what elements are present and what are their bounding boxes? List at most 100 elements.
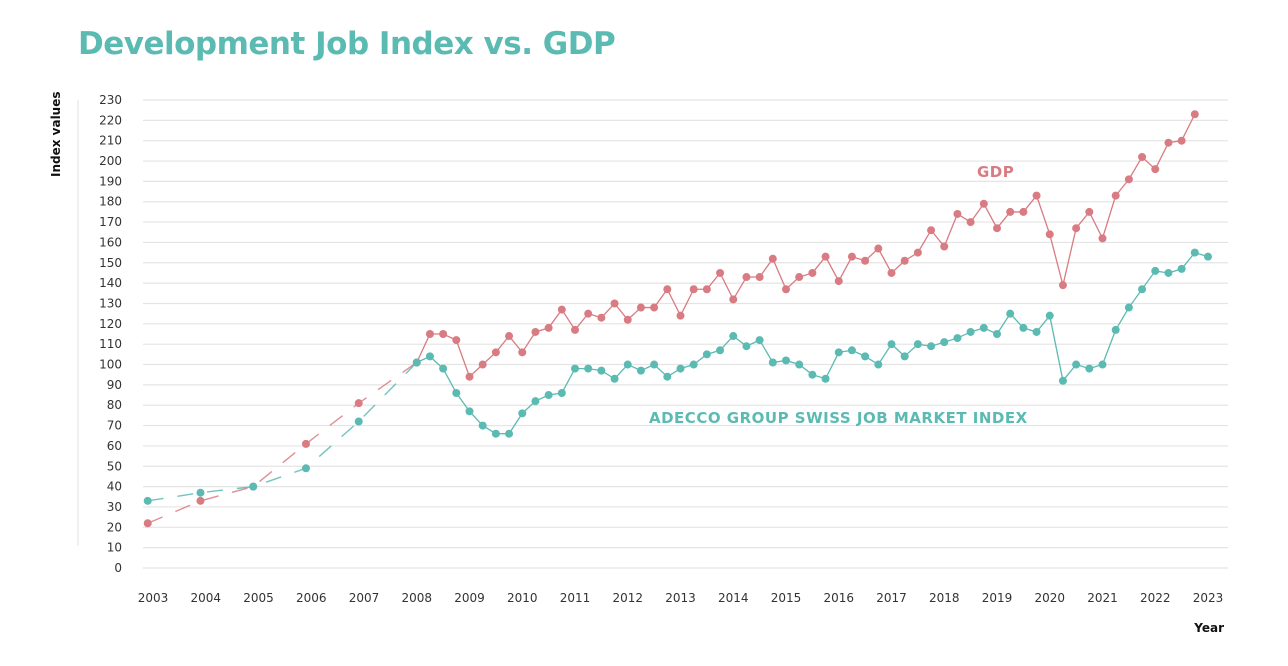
data-point [689,360,698,369]
data-point [795,273,804,282]
y-tick-label: 100 [99,358,122,372]
data-point [927,342,936,351]
data-point [425,352,434,361]
series-label-job-index: ADECCO GROUP SWISS JOB MARKET INDEX [649,409,1028,427]
data-point [1164,138,1173,147]
data-point [571,364,579,373]
series-dashed-line-0 [147,361,418,524]
data-point [795,360,804,369]
x-tick-label: 2005 [243,591,274,605]
y-tick-label: 90 [107,378,122,392]
y-tick-label: 200 [99,154,122,168]
data-point [196,488,205,497]
data-point [439,330,448,338]
data-point [1151,266,1160,275]
x-tick-label: 2013 [665,591,696,605]
data-point [716,346,725,355]
data-point [597,366,606,375]
series-dashed-line-1 [147,361,418,502]
series-line-1 [416,251,1209,435]
data-point [623,315,632,324]
y-tick-label: 110 [99,337,122,351]
data-point [808,268,817,277]
data-point [505,332,514,341]
data-point [636,303,645,312]
data-point [782,285,790,294]
data-point [729,295,738,304]
data-point [861,256,870,265]
data-point [531,327,540,336]
data-point [650,303,659,312]
y-tick-label: 60 [107,439,122,453]
data-point [571,325,579,334]
data-point [584,309,593,318]
data-point [1124,175,1133,184]
data-point [478,360,487,369]
y-tick-label: 190 [99,174,122,188]
x-tick-label: 2009 [454,591,485,605]
y-tick-label: 220 [99,113,122,127]
data-point [1072,360,1081,369]
data-point [887,268,896,277]
y-tick-label: 10 [107,541,122,555]
data-point [821,374,830,383]
series-line-0 [416,113,1196,378]
data-point [940,338,949,347]
y-tick-label: 40 [107,480,122,494]
data-point [755,336,764,345]
data-point [834,277,843,286]
data-point [1006,309,1015,318]
data-point [716,268,725,277]
data-point [874,360,883,369]
data-point [1151,165,1160,174]
data-point [676,311,685,320]
data-point [900,256,909,265]
y-tick-label: 120 [99,317,122,331]
x-tick-label: 2015 [771,591,802,605]
data-point [544,391,553,400]
data-point [518,409,527,418]
data-point [1045,230,1054,239]
data-point [1019,323,1028,332]
x-axis-label: Year [1193,621,1224,635]
data-point [1098,234,1107,243]
data-point [610,299,619,308]
data-point [301,464,310,473]
x-tick-label: 2019 [982,591,1013,605]
y-tick-label: 70 [107,419,122,433]
data-point [557,389,566,398]
data-point [742,342,751,351]
data-point [966,218,975,227]
data-point [966,327,975,336]
data-point [834,348,843,357]
data-point [1058,376,1067,385]
x-tick-label: 2003 [138,591,169,605]
data-point [623,360,632,369]
data-point [676,364,685,373]
data-point [979,323,988,332]
data-point [913,340,922,349]
data-point [663,372,672,381]
data-point [1177,264,1186,273]
data-point [729,332,738,341]
data-point [1204,252,1212,261]
data-point [354,417,363,426]
y-tick-label: 230 [99,93,122,107]
data-point [491,348,500,357]
data-point [610,374,619,383]
x-tick-label: 2014 [718,591,749,605]
x-tick-label: 2023 [1193,591,1224,605]
data-point [518,348,527,357]
data-point [465,372,474,381]
data-point [143,496,152,505]
data-point [531,397,540,406]
data-point [1072,224,1081,233]
y-tick-label: 140 [99,276,122,290]
y-tick-label: 50 [107,459,122,473]
y-tick-label: 150 [99,256,122,270]
data-point [1138,285,1147,294]
data-point [1032,191,1041,200]
data-point [544,323,553,332]
data-point [1164,268,1173,277]
